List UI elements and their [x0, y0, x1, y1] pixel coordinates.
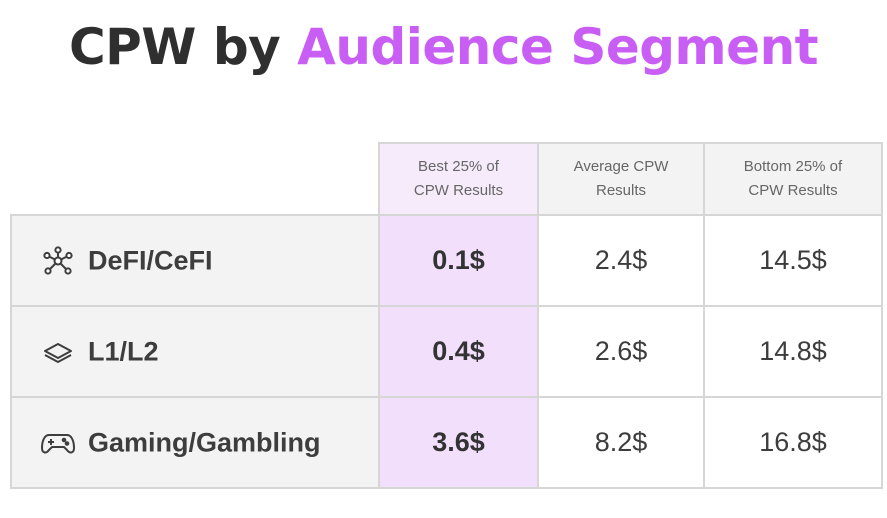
title-prefix: CPW by	[68, 18, 281, 76]
column-header-average: Average CPW Results	[537, 142, 705, 216]
cell-best: 0.1$	[378, 214, 539, 307]
row-label: L1/L2	[88, 336, 159, 367]
cell-average: 2.4$	[537, 214, 705, 307]
row-label: DeFI/CeFI	[88, 245, 213, 276]
row-header-defi: DeFI/CeFI	[10, 214, 380, 307]
table-header-row: Best 25% of CPW Results Average CPW Resu…	[11, 142, 883, 216]
cell-average: 2.6$	[537, 305, 705, 398]
cell-bottom: 14.5$	[703, 214, 883, 307]
table-row: Gaming/Gambling 3.6$ 8.2$ 16.8$	[10, 396, 883, 489]
column-header-bottom: Bottom 25% of CPW Results	[703, 142, 883, 216]
title-highlight: Audience Segment	[297, 18, 819, 76]
layers-icon	[44, 343, 72, 364]
cell-bottom: 16.8$	[703, 396, 883, 489]
cell-best: 3.6$	[378, 396, 539, 489]
cell-average: 8.2$	[537, 396, 705, 489]
cpw-table: Best 25% of CPW Results Average CPW Resu…	[10, 142, 883, 489]
row-header-gaming: Gaming/Gambling	[10, 396, 380, 489]
cell-bottom: 14.8$	[703, 305, 883, 398]
gamepad-icon	[41, 434, 75, 454]
column-header-label: Bottom 25% of CPW Results	[743, 158, 843, 199]
column-header-best: Best 25% of CPW Results	[378, 142, 539, 216]
row-label: Gaming/Gambling	[88, 427, 321, 458]
column-header-label: Average CPW Results	[573, 158, 669, 199]
row-header-l1l2: L1/L2	[10, 305, 380, 398]
chart-title: CPW by Audience Segment	[0, 18, 887, 76]
cell-best: 0.4$	[378, 305, 539, 398]
column-header-label: Best 25% of CPW Results	[413, 158, 504, 199]
table-row: L1/L2 0.4$ 2.6$ 14.8$	[10, 305, 883, 398]
network-nodes-icon	[43, 246, 73, 275]
table-row: DeFI/CeFI 0.1$ 2.4$ 14.5$	[10, 214, 883, 307]
table-corner	[11, 143, 379, 215]
